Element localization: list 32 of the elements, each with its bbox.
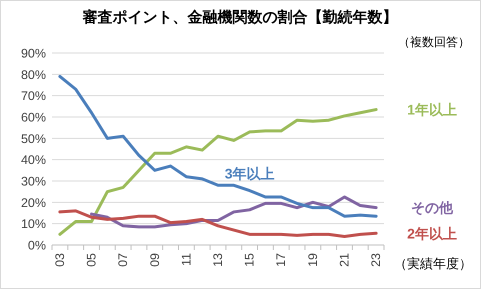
text: （複数回答） — [398, 35, 470, 49]
y-tick-label: 40% — [20, 153, 46, 168]
line-series — [58, 209, 378, 238]
x-tick-label: 15 — [242, 252, 257, 267]
text: 2年以上 — [407, 225, 457, 242]
x-axis-title: （実績年度） — [394, 256, 472, 271]
series-label: 3年以上 — [224, 166, 275, 182]
y-tick-label: 50% — [20, 132, 46, 146]
y-tick-label: 10% — [20, 217, 46, 232]
y-tick-label: 0% — [28, 238, 46, 252]
x-tick-label: 09 — [148, 252, 162, 267]
x-tick-label: 17 — [274, 252, 288, 267]
y-tick-label: 90% — [20, 46, 46, 60]
text: 1年以上 — [407, 102, 457, 118]
x-tick-label: 23 — [369, 252, 384, 267]
y-tick-label: 80% — [20, 68, 46, 82]
y-tick-label: 60% — [20, 110, 46, 124]
x-tick-label: 07 — [116, 252, 130, 267]
y-tick-label: 20% — [20, 196, 46, 210]
x-tick-label: 05 — [84, 252, 99, 267]
chart-title: 審査ポイント、金融機関数の割合【勤続年数】 — [82, 8, 398, 26]
x-tick-label: 13 — [211, 252, 225, 267]
y-tick-label: 70% — [20, 89, 46, 104]
line-series — [58, 108, 378, 236]
y-tick-label: 30% — [20, 174, 46, 188]
text: その他 — [411, 200, 454, 216]
x-tick-label: 11 — [179, 252, 194, 266]
x-tick-label: 03 — [52, 252, 67, 267]
line-series — [58, 74, 378, 218]
x-tick-label: 19 — [306, 252, 320, 267]
x-tick-label: 21 — [337, 252, 352, 267]
line-series — [90, 196, 378, 228]
